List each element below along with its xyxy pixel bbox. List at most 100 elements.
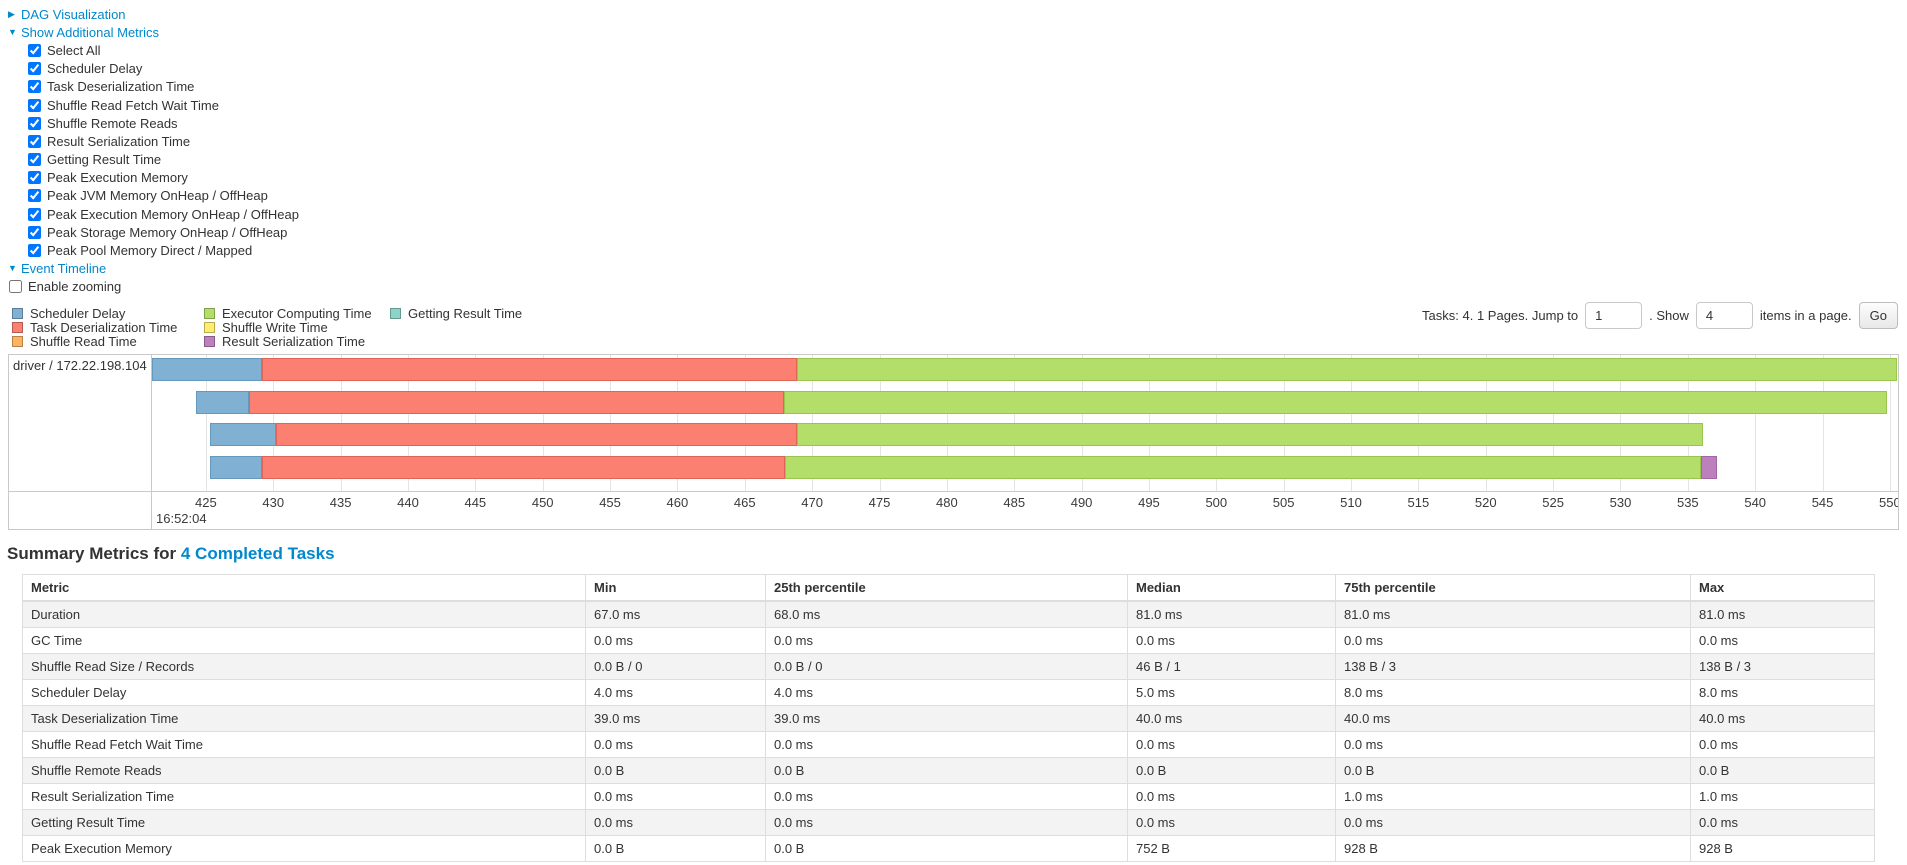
go-button[interactable]: Go (1858, 302, 1898, 329)
metric-checkbox-label: Peak Storage Memory OnHeap / OffHeap (47, 224, 288, 240)
gridline (340, 355, 342, 491)
show-additional-metrics-link[interactable]: Show Additional Metrics (21, 24, 160, 40)
task-bar-segment-task_deserialization (262, 358, 798, 381)
metric-value-cell: 8.0 ms (1335, 679, 1691, 706)
axis-tick-label: 465 (733, 495, 756, 510)
axis-tick-label: 490 (1070, 495, 1093, 510)
task-bar-segment-task_deserialization (249, 390, 784, 414)
enable-zooming-row: Enable zooming (9, 278, 1907, 296)
timeline-legend-strip: Scheduler Delay Task Deserialization Time… (0, 298, 1907, 350)
metric-value-cell: 81.0 ms (1127, 600, 1336, 628)
legend-swatch-icon (12, 335, 23, 347)
metric-value-cell: 1.0 ms (1690, 783, 1875, 810)
metric-value-cell: 928 B (1690, 835, 1875, 862)
metric-name-cell: Duration (22, 600, 586, 628)
metric-value-cell: 0.0 ms (1690, 627, 1875, 654)
timeline-plot (152, 355, 1898, 491)
show-additional-metrics-toggle[interactable]: ▼ Show Additional Metrics (8, 23, 1907, 41)
metric-value-cell: 39.0 ms (585, 705, 766, 732)
summary-column-header: 75th percentile (1335, 574, 1691, 602)
metric-value-cell: 0.0 ms (1335, 731, 1691, 758)
tasks-count-text: Tasks: 4. 1 Pages. Jump to (1422, 308, 1579, 323)
dag-visualization-link[interactable]: DAG Visualization (21, 6, 126, 22)
legend-swatch-icon (204, 307, 215, 319)
metric-checkbox-label: Peak Execution Memory (47, 170, 188, 186)
dag-visualization-toggle[interactable]: ▶ DAG Visualization (8, 5, 1907, 23)
metric-checkbox[interactable] (28, 134, 41, 148)
metric-value-cell: 928 B (1335, 835, 1691, 862)
legend-label: Executor Computing Time (222, 305, 372, 321)
axis-tick-label: 445 (464, 495, 487, 510)
metric-value-cell: 138 B / 3 (1690, 653, 1875, 680)
gridline (542, 355, 544, 491)
metric-checkbox[interactable] (28, 80, 41, 94)
metric-checkbox[interactable] (28, 116, 41, 130)
legend-item: Executor Computing Time (204, 305, 372, 321)
enable-zooming-checkbox[interactable] (9, 280, 22, 294)
metric-value-cell: 0.0 ms (1127, 627, 1336, 654)
axis-tick-label: 495 (1138, 495, 1160, 510)
metric-checkbox[interactable] (28, 207, 41, 221)
completed-tasks-link[interactable]: 4 Completed Tasks (180, 544, 335, 563)
axis-tick-label: 500 (1205, 495, 1228, 510)
metric-name-cell: GC Time (22, 627, 586, 654)
stage-page-controls: ▶ DAG Visualization ▼ Show Additional Me… (0, 0, 1907, 296)
metric-value-cell: 0.0 ms (585, 809, 766, 836)
metric-checkbox[interactable] (28, 43, 41, 57)
metric-checkbox[interactable] (28, 244, 41, 258)
legend-item: Shuffle Read Time (12, 334, 177, 349)
metric-value-cell: 0.0 B (585, 757, 766, 784)
axis-tick-label: 520 (1474, 495, 1497, 510)
event-timeline-chart: driver / 172.22.198.104 16:52:04 425 430 4… (8, 354, 1899, 530)
axis-tick-label: 480 (936, 495, 958, 510)
metric-checkbox[interactable] (28, 171, 41, 185)
metric-checkbox[interactable] (28, 98, 41, 112)
metric-value-cell: 1.0 ms (1335, 783, 1691, 810)
legend-column: Executor Computing Time Shuffle Write Tim… (204, 306, 372, 349)
metric-value-cell: 0.0 ms (1127, 809, 1336, 836)
task-bar-segment-scheduler_delay (196, 390, 249, 414)
legend-swatch-icon (390, 307, 401, 319)
gridline (946, 355, 948, 491)
metric-checkbox[interactable] (28, 189, 41, 203)
gridline (610, 355, 612, 491)
executor-row-label: driver / 172.22.198.104 (9, 355, 152, 491)
metric-value-cell: 0.0 ms (585, 627, 766, 654)
metric-value-cell: 46 B / 1 (1127, 653, 1336, 680)
metric-value-cell: 81.0 ms (1335, 600, 1691, 628)
metric-name-cell: Task Deserialization Time (22, 705, 586, 732)
metric-value-cell: 0.0 ms (1127, 783, 1336, 810)
items-per-page-input[interactable] (1695, 302, 1753, 329)
legend-item: Task Deserialization Time (12, 320, 177, 335)
metric-checkbox[interactable] (28, 153, 41, 167)
gridline (1216, 355, 1218, 491)
gridline (879, 355, 881, 491)
legend-item: Getting Result Time (390, 306, 522, 321)
metric-checkbox-row: Peak Execution Memory OnHeap / OffHeap (28, 205, 1907, 223)
legend-label: Result Serialization Time (222, 333, 366, 349)
event-timeline-link[interactable]: Event Timeline (21, 261, 107, 277)
metric-checkbox-label: Peak Execution Memory OnHeap / OffHeap (47, 206, 299, 222)
event-timeline-toggle[interactable]: ▼ Event Timeline (8, 260, 1907, 278)
legend-item: Scheduler Delay (12, 306, 177, 321)
metric-value-cell: 40.0 ms (1690, 705, 1875, 732)
summary-column-header: Max (1690, 574, 1875, 602)
summary-metrics-table: Metric Min 25th percentile Median 75th perce… (22, 574, 1875, 862)
metric-value-cell: 0.0 B (585, 835, 766, 862)
metric-checkbox-row: Shuffle Read Fetch Wait Time (28, 96, 1907, 114)
metric-value-cell: 67.0 ms (585, 600, 766, 628)
gridline (812, 355, 814, 491)
jump-to-page-input[interactable] (1585, 302, 1643, 329)
axis-tick-label: 435 (329, 495, 352, 510)
metric-checkbox[interactable] (28, 225, 41, 239)
metric-value-cell: 0.0 ms (1335, 627, 1691, 654)
metric-value-cell: 0.0 ms (765, 783, 1128, 810)
metric-name-cell: Shuffle Read Size / Records (22, 653, 586, 680)
metric-value-cell: 752 B (1127, 835, 1336, 862)
summary-header-row: Metric Min 25th percentile Median 75th perce… (22, 574, 1875, 602)
metric-value-cell: 40.0 ms (1127, 705, 1336, 732)
metric-checkbox[interactable] (28, 62, 41, 76)
table-row: Peak Execution Memory 0.0 B 0.0 B 752 B 928 … (22, 835, 1875, 862)
metric-value-cell: 39.0 ms (765, 705, 1128, 732)
metric-checkbox-label: Task Deserialization Time (47, 79, 195, 95)
